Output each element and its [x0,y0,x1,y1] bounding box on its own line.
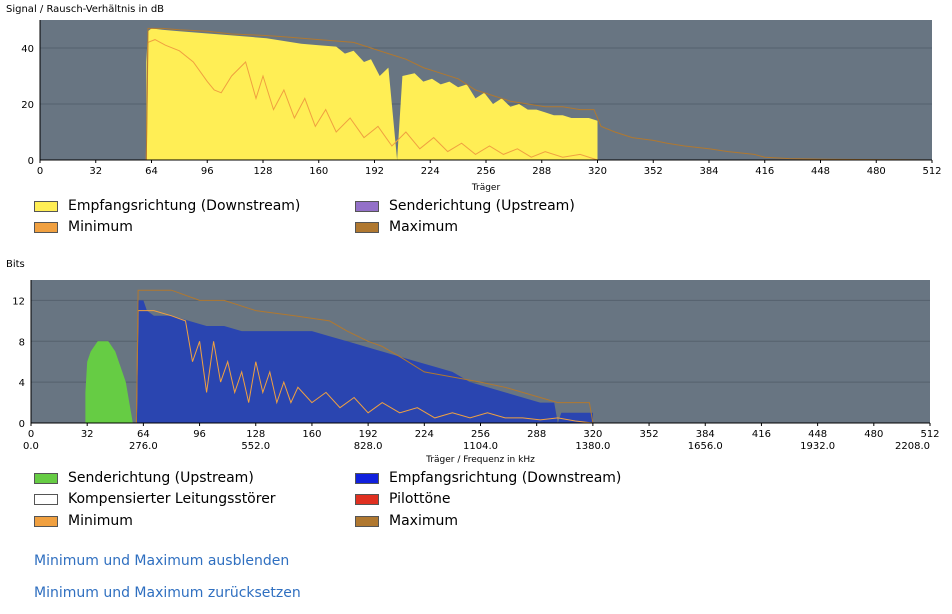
bits-x-tick-label: 64 [137,429,150,440]
snr-legend-maximum-swatch [355,221,379,233]
bits-freq-tick-label: 1656.0 [688,441,723,452]
bits-freq-tick-label: 1104.0 [463,441,498,452]
snr-x-tick-label: 384 [699,166,718,177]
bits-x-tick-label: 448 [808,429,827,440]
snr-x-tick-label: 64 [145,166,158,177]
bits-y-tick-label: 0 [19,419,25,430]
bits-legend-upstream[interactable]: Senderichtung (Upstream) [34,470,254,486]
snr-x-tick-label: 480 [867,166,886,177]
bits-y-tick-label: 8 [19,337,25,348]
snr-x-tick-label: 96 [201,166,214,177]
bits-legend-pilot-swatch [355,493,379,505]
bits-x-tick-label: 416 [752,429,771,440]
snr-x-tick-label: 0 [37,166,43,177]
snr-legend-maximum[interactable]: Maximum [355,219,458,235]
snr-legend-downstream-swatch [34,200,58,212]
snr-legend-minimum-swatch [34,221,58,233]
bits-y-tick-label: 12 [12,296,25,307]
snr-x-tick-label: 224 [421,166,440,177]
snr-y-tick-label: 40 [21,44,34,55]
snr-x-tick-label: 160 [309,166,328,177]
snr-x-tick-label: 416 [755,166,774,177]
bits-freq-tick-label: 0.0 [23,441,39,452]
snr-series-empfangsrichtung-downstream [146,28,598,161]
bits-series-minimum [135,310,593,424]
bits-freq-tick-label: 276.0 [129,441,158,452]
bits-series-maximum [135,289,594,424]
bits-legend-upstream-label: Senderichtung (Upstream) [68,470,254,486]
snr-legend-upstream-swatch [355,200,379,212]
bits-x-axis-label: Träger / Frequenz in kHz [425,455,535,465]
bits-freq-tick-label: 552.0 [241,441,270,452]
snr-x-tick-label: 512 [922,166,941,177]
snr-x-tick-label: 128 [253,166,272,177]
bits-freq-tick-label: 1380.0 [575,441,610,452]
bits-series-senderichtung-upstream [85,341,133,423]
bits-legend-pilot[interactable]: Pilottöne [355,491,451,507]
bits-legend-maximum-label: Maximum [389,513,458,529]
bits-x-tick-label: 512 [920,429,939,440]
bits-legend-downstream-swatch [355,472,379,484]
snr-legend-minimum-label: Minimum [68,219,133,235]
bits-legend-minimum[interactable]: Minimum [34,513,133,529]
snr-legend-upstream[interactable]: Senderichtung (Upstream) [355,198,575,214]
bits-freq-tick-label: 828.0 [354,441,383,452]
bits-x-tick-label: 32 [81,429,94,440]
bits-x-tick-label: 224 [415,429,434,440]
bits-legend-crosstalk[interactable]: Kompensierter Leitungsstörer [34,491,276,507]
bits-x-tick-label: 480 [864,429,883,440]
bits-x-tick-label: 352 [640,429,659,440]
snr-x-tick-label: 288 [532,166,551,177]
bits-legend-downstream-label: Empfangsrichtung (Downstream) [389,470,622,486]
bits-legend-upstream-swatch [34,472,58,484]
bits-x-tick-label: 128 [246,429,265,440]
snr-x-tick-label: 448 [811,166,830,177]
snr-x-tick-label: 320 [588,166,607,177]
bits-legend-maximum-swatch [355,515,379,527]
snr-y-tick-label: 20 [21,100,34,111]
bits-x-tick-label: 96 [193,429,206,440]
snr-x-tick-label: 32 [89,166,102,177]
bits-x-tick-label: 256 [471,429,490,440]
bits-legend-minimum-label: Minimum [68,513,133,529]
snr-x-axis-label: Träger [471,183,501,193]
snr-x-tick-label: 192 [365,166,384,177]
snr-legend-minimum[interactable]: Minimum [34,219,133,235]
bits-legend-minimum-swatch [34,515,58,527]
hide-minmax-link[interactable]: Minimum und Maximum ausblenden [34,553,290,569]
bits-chart: 0 32 64 96 128 160 192 224 256 288 320 352 384 416 448… [12,280,940,465]
bits-legend-pilot-label: Pilottöne [389,491,451,507]
snr-legend-downstream-label: Empfangsrichtung (Downstream) [68,198,301,214]
bits-freq-tick-label: 1932.0 [800,441,835,452]
reset-minmax-link[interactable]: Minimum und Maximum zurücksetzen [34,585,301,601]
snr-series-maximum [145,27,933,161]
bits-x-tick-label: 288 [527,429,546,440]
snr-legend-maximum-label: Maximum [389,219,458,235]
snr-chart: 0 32 64 96 128 160 192 224 256 288 320 352 384 416 448… [21,20,942,193]
bits-x-tick-label: 160 [302,429,321,440]
snr-chart-title: Signal / Rausch-Verhältnis in dB [6,4,165,15]
bits-legend-crosstalk-swatch [34,493,58,505]
bits-x-tick-label: 384 [696,429,715,440]
bits-x-tick-label: 320 [583,429,602,440]
bits-legend-downstream[interactable]: Empfangsrichtung (Downstream) [355,470,621,486]
snr-legend-upstream-label: Senderichtung (Upstream) [389,198,575,214]
snr-legend-downstream[interactable]: Empfangsrichtung (Downstream) [34,198,300,214]
snr-y-tick-label: 0 [28,156,34,167]
snr-x-tick-label: 352 [644,166,663,177]
bits-legend-maximum[interactable]: Maximum [355,513,458,529]
bits-x-tick-label: 0 [28,429,34,440]
snr-series-minimum [145,39,598,161]
snr-x-tick-label: 256 [476,166,495,177]
bits-legend-crosstalk-label: Kompensierter Leitungsstörer [68,491,276,507]
bits-x-tick-label: 192 [359,429,378,440]
bits-y-tick-label: 4 [19,378,25,389]
bits-chart-title: Bits [6,259,25,270]
bits-freq-tick-label: 2208.0 [895,441,930,452]
